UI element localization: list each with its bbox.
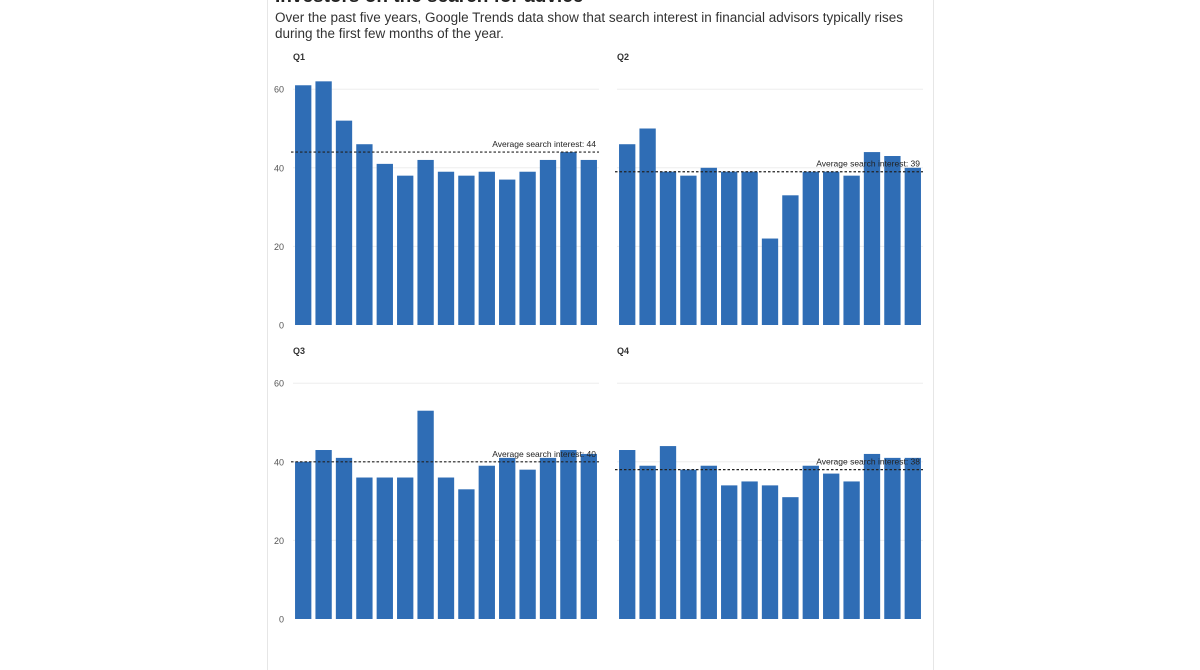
bar	[315, 450, 332, 619]
bar	[397, 477, 414, 619]
bar	[356, 477, 373, 619]
y-tick-label: 40	[274, 457, 284, 467]
average-label: Average search interest: 38	[816, 457, 920, 467]
y-tick-label: 60	[274, 379, 284, 389]
panel-q2: Q2 Average search interest: 39	[615, 52, 923, 325]
bar	[680, 469, 697, 619]
bar	[680, 175, 697, 325]
bar	[376, 477, 393, 619]
y-tick-label: 20	[274, 536, 284, 546]
bar	[458, 175, 475, 325]
bar	[478, 171, 495, 325]
bar	[639, 465, 656, 619]
panel-title: Q2	[617, 52, 629, 62]
panel-title: Q3	[293, 346, 305, 356]
y-tick-label: 60	[274, 85, 284, 95]
bar	[802, 465, 819, 619]
bar	[356, 144, 373, 325]
average-label: Average search interest: 39	[816, 159, 920, 169]
bar	[295, 461, 312, 619]
bar	[619, 144, 636, 325]
bar	[639, 128, 656, 325]
y-tick-label: 20	[274, 242, 284, 252]
bar	[478, 465, 495, 619]
panel-q3: Q3 0 20 40 60 Average search interest: 40	[274, 346, 599, 625]
bar	[843, 175, 860, 325]
page-subtitle: Over the past five years, Google Trends …	[275, 10, 904, 41]
y-tick-label: 40	[274, 163, 284, 173]
bar	[782, 497, 799, 619]
bar	[437, 171, 455, 325]
bar	[904, 167, 921, 325]
bar	[539, 457, 557, 619]
bar	[904, 457, 921, 619]
bar	[437, 477, 455, 619]
y-tick-label: 0	[279, 321, 284, 331]
bar	[700, 167, 717, 325]
bar	[335, 457, 353, 619]
bar	[397, 175, 414, 325]
small-multiples-bar-charts: Q1 0 20 40 60 Average search interest: 44 Q2 Av…	[274, 52, 923, 625]
bar	[659, 171, 677, 325]
bar	[863, 152, 881, 325]
bar	[884, 156, 901, 325]
bar	[761, 485, 779, 619]
bar	[761, 238, 779, 325]
bar	[721, 171, 738, 325]
bar	[417, 410, 434, 619]
bar	[560, 152, 577, 325]
bar	[499, 457, 516, 619]
bar	[741, 481, 758, 619]
bar	[884, 457, 901, 619]
bar	[315, 81, 332, 325]
bar	[295, 85, 312, 326]
bar	[519, 171, 536, 325]
bar	[499, 179, 516, 325]
bar	[700, 465, 717, 619]
bar	[417, 159, 434, 325]
bar	[823, 171, 840, 325]
bar	[782, 195, 799, 325]
bar	[376, 163, 393, 325]
panel-q1: Q1 0 20 40 60 Average search interest: 44	[274, 52, 599, 331]
average-label: Average search interest: 40	[492, 449, 596, 459]
bar	[843, 481, 860, 619]
panel-title: Q4	[617, 346, 629, 356]
bar	[519, 469, 536, 619]
page-title: Investors on the search for advice	[275, 0, 583, 8]
bar	[580, 453, 597, 619]
bar	[863, 453, 881, 619]
panel-q4: Q4 Average search interest: 38	[615, 346, 923, 619]
bar	[580, 159, 597, 325]
bar	[619, 450, 636, 619]
bar	[539, 159, 557, 325]
bar	[741, 171, 758, 325]
bar	[802, 171, 819, 325]
average-label: Average search interest: 44	[492, 139, 596, 149]
bar	[560, 450, 577, 619]
bar	[659, 446, 677, 619]
panel-title: Q1	[293, 52, 305, 62]
bar	[823, 473, 840, 619]
bar	[335, 120, 353, 325]
bar	[458, 489, 475, 619]
y-tick-label: 0	[279, 615, 284, 625]
bar	[721, 485, 738, 619]
